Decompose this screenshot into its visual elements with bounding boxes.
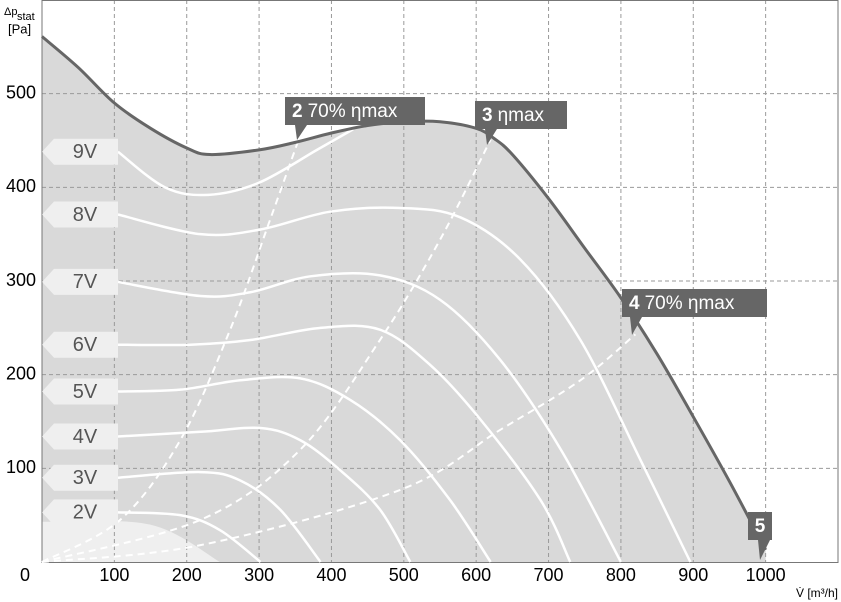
x-tick-label: 700 <box>534 565 564 585</box>
voltage-curve <box>117 271 623 563</box>
efficiency-callout <box>475 101 567 145</box>
x-tick-label: 600 <box>461 565 491 585</box>
efficiency-number: 2 <box>292 101 303 122</box>
x-tick-label: 900 <box>678 565 708 585</box>
x-tick-label: 0 <box>20 565 30 585</box>
low-region <box>42 520 221 562</box>
efficiency-label: 4 70% ηmax <box>629 293 735 314</box>
efficiency-text: 70% ηmax <box>645 293 735 314</box>
end-label: 5 <box>755 516 766 537</box>
voltage-tag <box>42 268 118 295</box>
voltage-tag <box>42 138 118 165</box>
voltage-tag <box>42 464 118 491</box>
y-tick-label: 200 <box>6 363 36 383</box>
x-tick-label: 1000 <box>746 565 786 585</box>
voltage-curve <box>117 324 572 563</box>
x-tick-label: 200 <box>172 565 202 585</box>
y-label: Δp <box>4 6 17 18</box>
y-tick-label: 400 <box>6 176 36 196</box>
x-tick-label: 100 <box>99 565 129 585</box>
voltage-label: 8V <box>73 204 98 226</box>
voltage-curve <box>117 470 322 563</box>
voltage-tag <box>42 378 118 405</box>
voltage-label: 5V <box>73 381 98 403</box>
y-label-unit: [Pa] <box>8 21 31 36</box>
voltage-curve <box>117 128 354 197</box>
efficiency-line <box>41 333 637 563</box>
x-label: V̇ [m³/h] <box>796 586 838 600</box>
voltage-curve <box>117 206 692 563</box>
y-tick-label: 500 <box>6 82 36 102</box>
end-callout <box>748 512 772 560</box>
efficiency-callout <box>285 97 425 140</box>
efficiency-number: 4 <box>629 293 640 314</box>
voltage-tag <box>42 331 118 358</box>
efficiency-callout <box>622 289 767 335</box>
voltage-tag <box>42 499 118 526</box>
x-tick-label: 400 <box>316 565 346 585</box>
x-tick-label: 500 <box>389 565 419 585</box>
efficiency-label: 3 ηmax <box>482 105 545 126</box>
voltage-label: 3V <box>73 467 98 489</box>
voltage-label: 6V <box>73 334 98 356</box>
x-tick-label: 800 <box>606 565 636 585</box>
voltage-label: 2V <box>73 502 98 524</box>
efficiency-text: ηmax <box>498 105 545 126</box>
voltage-label: 9V <box>73 141 98 163</box>
voltage-curve <box>117 511 262 563</box>
efficiency-label: 2 70% ηmax <box>292 101 398 122</box>
efficiency-text: 70% ηmax <box>308 101 398 122</box>
max-curve <box>41 35 767 551</box>
voltage-tag <box>42 423 118 450</box>
efficiency-line <box>41 139 492 563</box>
voltage-curve <box>117 375 492 563</box>
voltage-label: 4V <box>73 426 98 448</box>
voltage-label: 7V <box>73 271 98 293</box>
y-label-sub: stat <box>17 11 35 23</box>
plot-border <box>41 0 839 563</box>
efficiency-number: 3 <box>482 105 493 126</box>
voltage-curve <box>117 426 412 563</box>
y-tick-label: 100 <box>6 457 36 477</box>
voltage-tag <box>42 201 118 228</box>
x-tick-label: 300 <box>244 565 274 585</box>
y-tick-label: 300 <box>6 270 36 290</box>
